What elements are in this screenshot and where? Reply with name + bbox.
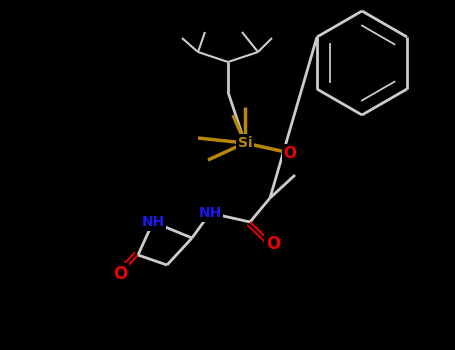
Text: Si: Si xyxy=(238,136,253,150)
Text: O: O xyxy=(283,146,297,161)
Text: NH: NH xyxy=(198,206,222,220)
Text: NH: NH xyxy=(142,215,165,229)
Text: O: O xyxy=(266,235,280,253)
Text: O: O xyxy=(113,265,127,283)
